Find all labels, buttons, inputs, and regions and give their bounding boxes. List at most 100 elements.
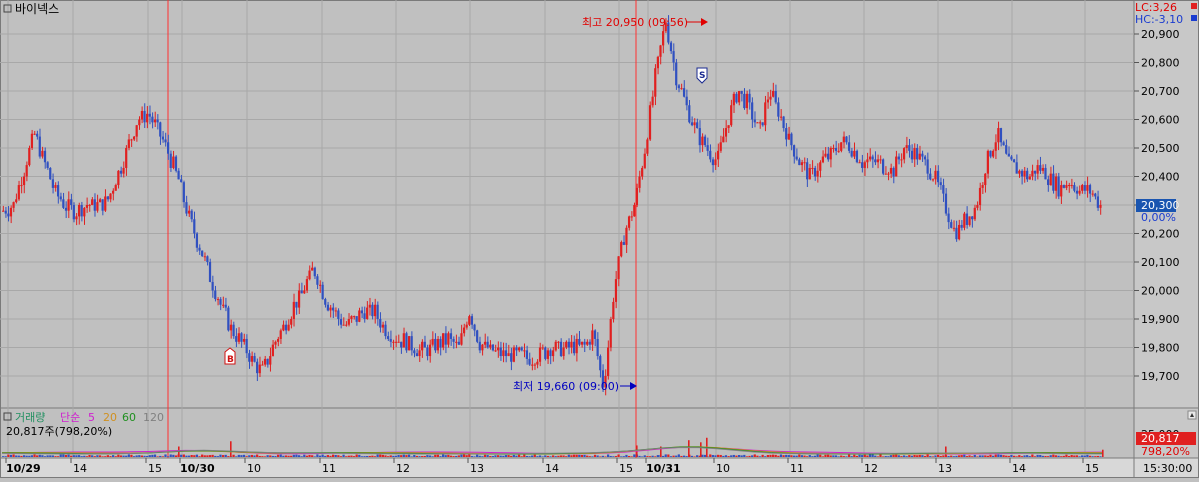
candle-down [845, 136, 848, 143]
candle-down [36, 133, 39, 137]
candle-up [952, 227, 955, 229]
volume-bar [533, 454, 536, 457]
volume-bar [206, 455, 209, 457]
volume-bar [394, 455, 398, 457]
candle-down [593, 330, 597, 339]
candle-up [646, 139, 649, 154]
candle-up [358, 310, 361, 322]
candle-up [659, 45, 662, 57]
volume-bar [250, 454, 254, 457]
ma60-period: 60 [122, 411, 136, 424]
volume-bar [612, 456, 615, 457]
chart-menu-icon[interactable] [3, 4, 12, 13]
candle-up [172, 156, 175, 168]
candle-down [423, 341, 426, 348]
volume-bar [232, 454, 235, 457]
volume-bar [337, 455, 340, 457]
volume-bar [198, 456, 201, 457]
volume-bar [913, 454, 916, 457]
candle-up [992, 150, 995, 157]
volume-bar [497, 455, 500, 457]
volume-bar [208, 455, 212, 457]
volume-bar [423, 455, 426, 457]
volume-bar [277, 454, 280, 457]
volume-bar [36, 455, 39, 457]
volume-bar [9, 454, 13, 457]
candle-down [923, 156, 927, 160]
candle-up [884, 173, 887, 175]
volume-bar [965, 456, 969, 457]
volume-bar [902, 455, 906, 457]
candle-down [688, 105, 691, 123]
candle-down [761, 122, 764, 126]
current-price-label: 20,300 [1141, 199, 1180, 212]
buy-signal-badge[interactable]: B [224, 347, 236, 365]
candle-down [470, 316, 474, 325]
volume-bar [376, 454, 379, 457]
volume-bar [735, 455, 738, 457]
candle-up [976, 205, 979, 208]
sell-signal-badge[interactable]: S [696, 67, 708, 84]
volume-menu-icon[interactable] [3, 412, 12, 421]
candle-up [1023, 170, 1026, 177]
candle-up [462, 327, 466, 334]
candle-down [476, 330, 479, 342]
volume-bar [1081, 455, 1084, 457]
candle-up [591, 330, 594, 345]
candle-down [929, 173, 932, 180]
volume-bar [921, 455, 924, 457]
candle-down [955, 227, 958, 240]
volume-bar [421, 456, 424, 457]
candle-up [41, 150, 44, 157]
candle-down [387, 336, 390, 339]
volume-bar [827, 454, 830, 457]
candle-down [926, 159, 929, 174]
volume-bar [546, 455, 549, 457]
candle-down [588, 341, 591, 345]
price-axis-ticks: 19,700 19,800 19,900 20,000 20,100 20,200 20,3… [1134, 28, 1180, 383]
candle-down [376, 304, 379, 319]
candle-up [680, 88, 683, 90]
candle-up [866, 159, 869, 163]
volume-bar [109, 456, 112, 457]
candle-up [648, 105, 652, 140]
volume-bar [510, 455, 513, 457]
volume-bar [284, 455, 288, 457]
volume-bar [318, 455, 322, 457]
candle-down [389, 338, 392, 342]
candle-up [303, 290, 306, 294]
candle-up [54, 185, 57, 188]
volume-bar [473, 456, 476, 457]
volume-bar [151, 454, 154, 457]
volume-bar [593, 454, 597, 457]
volume-bar [1005, 455, 1008, 457]
volume-bar [677, 454, 680, 457]
candle-up [460, 333, 463, 345]
candle-down [80, 205, 83, 217]
candle-down [266, 358, 269, 365]
candle-down [46, 162, 49, 168]
candle-down [667, 22, 670, 43]
time-tick-label: 15 [1085, 462, 1099, 475]
candle-down [785, 128, 788, 140]
volume-bar [840, 455, 843, 457]
price-tick-label: 20,200 [1141, 228, 1180, 241]
volume-bar [146, 455, 149, 457]
candle-down [753, 119, 756, 123]
candle-up [842, 136, 845, 143]
volume-bar [486, 455, 489, 457]
candle-up [436, 338, 439, 351]
candle-down [164, 139, 167, 143]
volume-bar [779, 454, 783, 457]
volume-bar [740, 455, 743, 457]
candle-up [779, 116, 783, 118]
candle-down [371, 304, 374, 317]
volume-bar [717, 454, 720, 457]
volume-bar [821, 456, 824, 457]
candle-up [1031, 170, 1034, 177]
candle-up [25, 165, 28, 177]
candle-down [921, 153, 924, 157]
candle-up [727, 125, 730, 129]
candle-up [719, 142, 722, 151]
